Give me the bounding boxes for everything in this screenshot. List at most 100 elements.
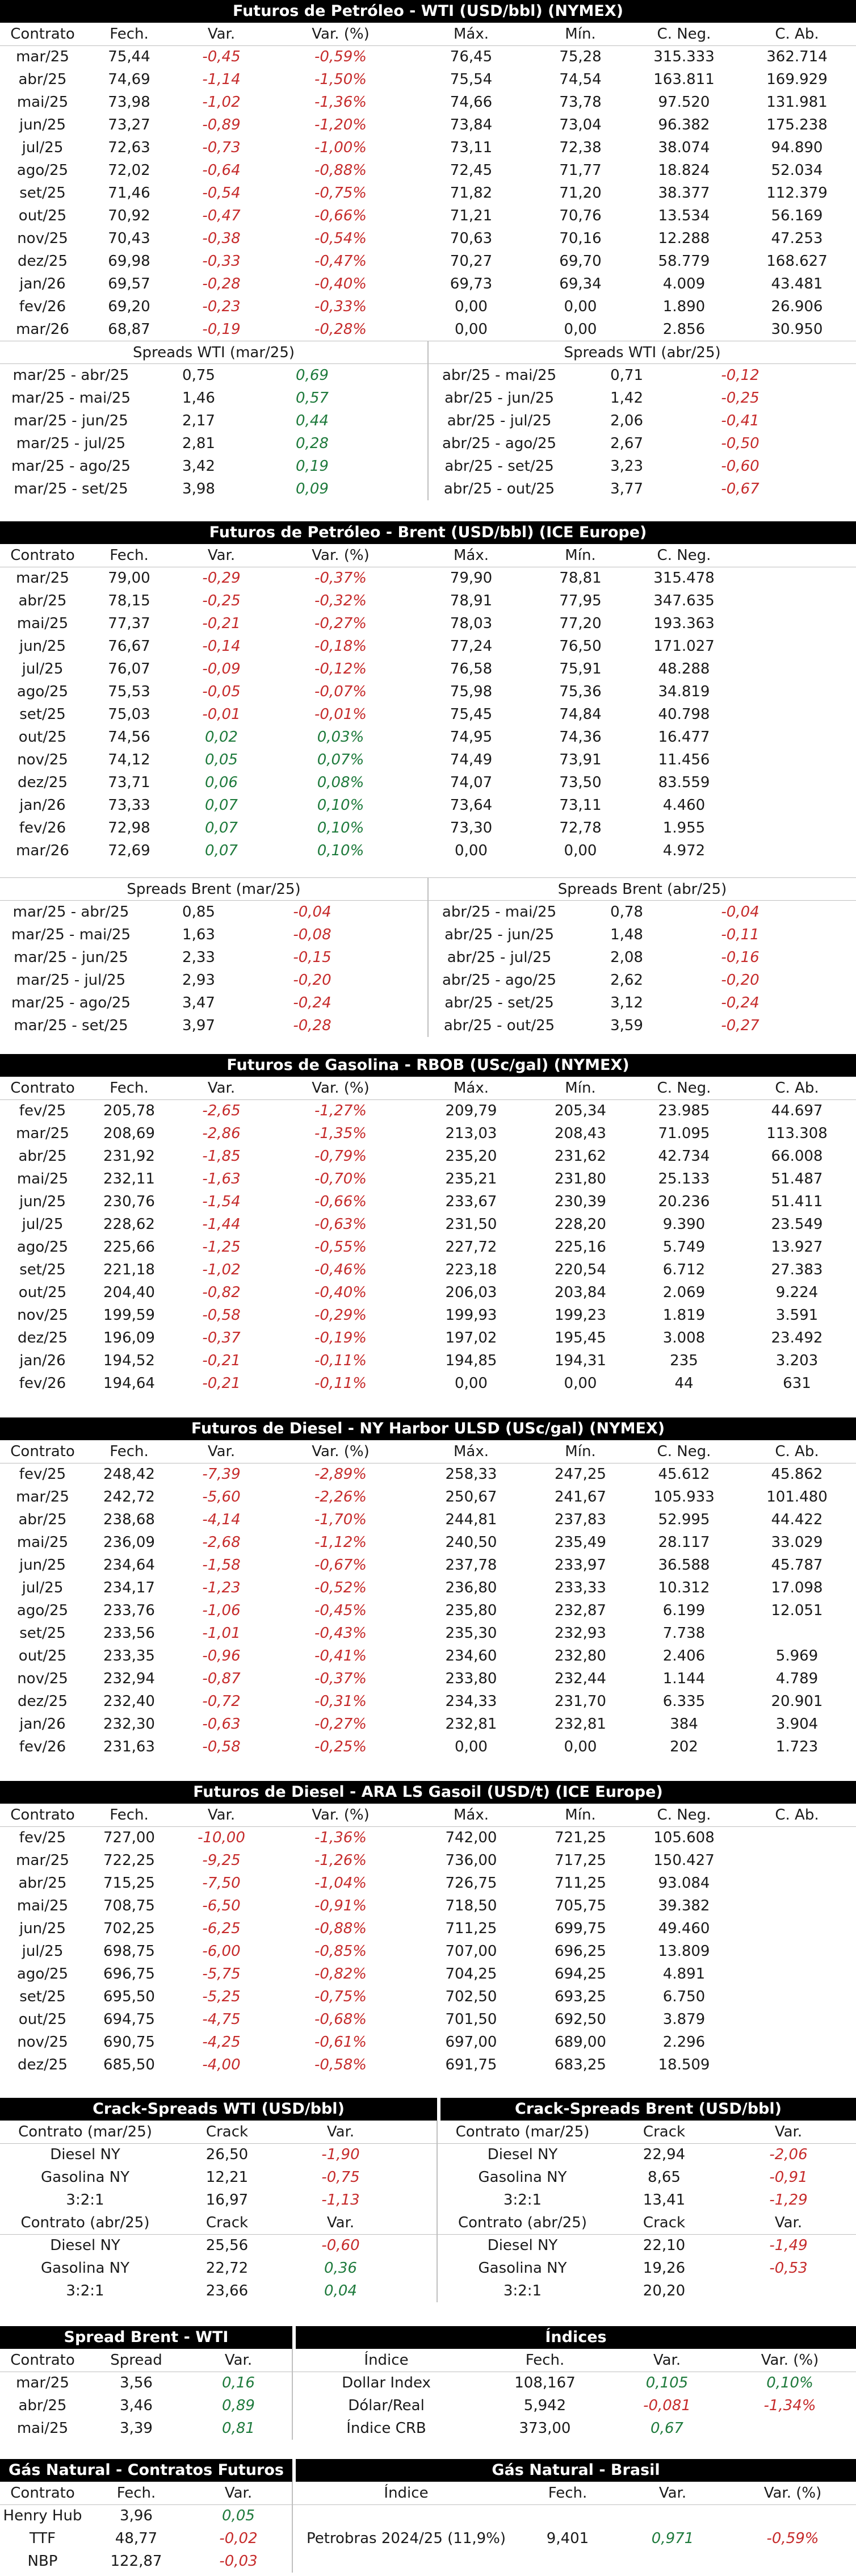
table-row: mar/25 242,72 -5,60 -2,26% 250,67 241,67 105.9… [0, 1486, 856, 1508]
table-cell: -0,61% [314, 2034, 367, 2051]
table-cell: jul/25 [22, 1216, 64, 1233]
table-cell: 0,16 [222, 2374, 255, 2392]
table-cell: 0,00 [455, 1375, 488, 1392]
spread-brent-wti-title: Spread Brent - WTI [0, 2326, 292, 2349]
table-row: abr/25 231,92 -1,85 -0,79% 235,20 231,62 42.73… [0, 1145, 856, 1168]
table-cell: abr/25 [18, 1511, 67, 1528]
table-row: abr/25 715,25 -7,50 -1,04% 726,75 711,25 93.08… [0, 1872, 856, 1895]
spreads-right-title: Spreads WTI (abr/25) [427, 341, 856, 364]
table-header-row: Contrato Fech. Var. Índice Fech. Var. Var. (%) [0, 2482, 856, 2505]
table-cell: 77,24 [450, 638, 493, 655]
table-cell: -0,58 [202, 1738, 241, 1755]
table-cell: 74,69 [108, 71, 150, 88]
table-cell: -0,79% [314, 1148, 367, 1165]
table-cell: -0,72 [202, 1693, 241, 1710]
table-cell: 230,39 [555, 1193, 606, 1210]
table-cell: mar/25 - mai/25 [11, 926, 131, 943]
table-row: mar/25 - ago/25 3,47 -0,24 abr/25 - set/25 3… [0, 991, 856, 1014]
table-row: fev/26 231,63 -0,58 -0,25% 0,00 0,00 202 1.723 [0, 1736, 856, 1758]
table-cell: -0,50 [721, 434, 760, 452]
table-cell: jun/25 [19, 1557, 66, 1574]
table-cell: -0,32% [314, 592, 367, 609]
table-cell: mar/25 - abr/25 [12, 903, 129, 921]
table-cell: 715,25 [103, 1875, 155, 1892]
table-cell: -0,18% [314, 638, 367, 655]
table-cell: -0,58 [202, 1307, 241, 1324]
table-cell [738, 794, 856, 817]
table-cell: 697,00 [445, 2034, 497, 2051]
table-cell: abr/25 - ago/25 [427, 968, 570, 992]
table-cell: 631 [783, 1375, 811, 1392]
table-cell: 0,00 [564, 842, 597, 859]
table-row: NBP 122,87 -0,03 [0, 2550, 856, 2573]
table-cell: 213,03 [445, 1125, 497, 1142]
table-cell: -0,82 [202, 1284, 241, 1301]
table-cell: 0,67 [651, 2420, 683, 2437]
table-cell: 12.288 [658, 230, 710, 247]
table-cell: abr/25 [18, 2397, 67, 2414]
table-cell: -0,45 [202, 48, 241, 66]
table-cell: 233,67 [445, 1193, 497, 1210]
table-cell: 248,42 [103, 1466, 155, 1483]
spreads-block: Spreads WTI (mar/25) Spreads WTI (abr/25)… [0, 341, 856, 500]
table-row: mar/25 - set/25 3,97 -0,28 abr/25 - out/25 3… [0, 1014, 856, 1037]
table-cell: 94.890 [771, 139, 823, 156]
table-cell: set/25 [19, 1625, 66, 1642]
table-cell: 194,64 [103, 1375, 155, 1392]
table-cell: jun/25 [19, 1920, 66, 1937]
table-row: fev/26 194,64 -0,21 -0,11% 0,00 0,00 44 631 [0, 1372, 856, 1395]
table-cell [738, 635, 856, 658]
table-cell: -0,37% [314, 1670, 367, 1687]
table-cell: 26,50 [205, 2146, 249, 2164]
table-cell: -0,20 [721, 971, 760, 989]
section-title: Futuros de Diesel - NY Harbor ULSD (USc/… [0, 1417, 856, 1440]
table-cell: -1,25 [202, 1239, 241, 1256]
table-cell: -0,29% [314, 1307, 367, 1324]
table-cell: 233,56 [103, 1625, 155, 1642]
table-cell: 20.236 [658, 1193, 710, 1210]
table-cell: 208,69 [103, 1125, 155, 1142]
column-header: Var. (%) [270, 23, 412, 46]
table-cell: 73,11 [450, 139, 493, 156]
table-cell: nov/25 [17, 230, 68, 247]
column-header: Contrato [0, 1440, 85, 1463]
table-cell: 3:2:1 [66, 2192, 104, 2209]
table-row: mar/25 - mai/25 1,63 -0,08 abr/25 - jun/25 1… [0, 923, 856, 946]
table-row: mar/25 - set/25 3,98 0,09 abr/25 - out/25 3,… [0, 477, 856, 500]
table-cell: mar/25 - mai/25 [11, 389, 131, 407]
table-cell: 72,78 [559, 819, 602, 837]
table-row: mai/25 236,09 -2,68 -1,12% 240,50 235,49 28.11… [0, 1531, 856, 1554]
table-cell: mar/25 - jul/25 [16, 971, 126, 989]
table-cell: 73,64 [450, 797, 493, 814]
column-header: C. Neg. [630, 1804, 738, 1827]
table-cell: 5,942 [523, 2397, 567, 2414]
table-cell: nov/25 [17, 1670, 68, 1687]
column-header: Var. [284, 2211, 397, 2235]
table-cell: jan/26 [19, 275, 66, 292]
table-cell: -0,21 [202, 1352, 241, 1369]
table-cell: 3,56 [120, 2374, 153, 2392]
table-cell: -0,11 [721, 926, 760, 943]
column-header: Var. [610, 2349, 724, 2372]
table-cell: -0,91% [314, 1897, 367, 1914]
table-cell: 204,40 [103, 1284, 155, 1301]
table-cell: ago/25 [16, 1966, 69, 1983]
table-cell [738, 839, 856, 862]
table-cell: fev/26 [19, 1738, 66, 1755]
column-header: Crack [607, 2211, 721, 2235]
brent-futures-section: Futuros de Petróleo - Brent (USD/bbl) (I… [0, 521, 856, 862]
table-cell: 75,45 [450, 706, 493, 723]
table-cell: -1,20% [314, 116, 367, 133]
table-cell: 2,62 [610, 971, 643, 989]
table-cell: 78,91 [450, 592, 493, 609]
table-cell: 13.534 [658, 207, 710, 224]
table-cell: -2,86 [202, 1125, 241, 1142]
table-cell: 694,25 [555, 1966, 606, 1983]
table-cell: mar/25 [16, 1125, 69, 1142]
table-cell: 73,30 [450, 819, 493, 837]
table-cell: 0,78 [610, 903, 643, 921]
table-cell: 68,87 [108, 321, 150, 338]
table-cell: 699,75 [555, 1920, 606, 1937]
table-cell: 72,02 [108, 162, 150, 179]
table-cell: 23.985 [658, 1102, 710, 1120]
